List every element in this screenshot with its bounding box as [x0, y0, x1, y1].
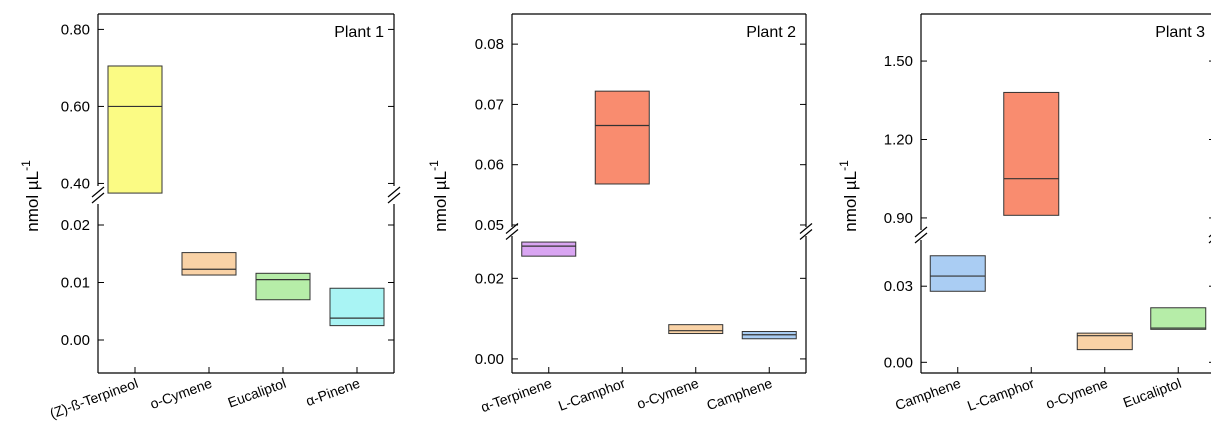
plot-panel-1: 0.40 0.60 0.80 0.00 0.01 0.02 nmol µL-1 Plant 1… — [19, 13, 401, 422]
box-3 — [668, 324, 724, 335]
y-axis-label: nmol µL-1 — [427, 160, 450, 232]
y-tick-label-upper: 0.40 — [61, 175, 90, 192]
axis-break-mark — [387, 186, 401, 198]
x-tick-label: Eucaliptol — [1121, 375, 1184, 411]
y-axis-label: nmol µL-1 — [19, 160, 42, 232]
axis-break-mark — [387, 192, 401, 204]
x-tick-label: Camphene — [704, 375, 774, 414]
y-tick-label-upper: 0.07 — [475, 96, 504, 113]
panel-title: Plant 2 — [746, 24, 796, 41]
x-tick-label: Camphene — [893, 375, 963, 414]
y-tick-label-upper: 0.90 — [884, 210, 913, 227]
axis-break-mark — [799, 223, 813, 234]
x-tick-label: o-Cymene — [148, 375, 214, 412]
box-4 — [329, 287, 385, 327]
y-tick-label-lower: 0.02 — [475, 270, 504, 287]
x-tick-label: L-Camphor — [556, 375, 628, 414]
y-tick-label-lower: 0.00 — [61, 332, 90, 349]
y-tick-label-lower: 0.03 — [884, 278, 913, 295]
y-tick-label-upper: 1.50 — [884, 53, 913, 70]
axis-break-mark — [914, 232, 928, 244]
box-3 — [255, 272, 311, 301]
y-tick-label-upper: 0.05 — [475, 217, 504, 234]
axis-break-mark — [799, 229, 813, 240]
y-tick-label-upper: 0.08 — [475, 36, 504, 53]
y-tick-label-lower: 0.02 — [61, 217, 90, 234]
box-1 — [521, 241, 577, 257]
box-3 — [1076, 332, 1133, 351]
x-tick-label: Eucaliptol — [226, 375, 289, 411]
x-tick-label: o-Cymene — [635, 375, 701, 412]
box-1 — [929, 255, 986, 292]
y-tick-label-lower: 0.01 — [61, 275, 90, 292]
x-tick-label: α-Terpinene — [479, 375, 554, 416]
y-tick-label-upper: 0.60 — [61, 98, 90, 115]
y-tick-label-upper: 0.06 — [475, 157, 504, 174]
x-tick-label: L-Camphor — [965, 375, 1037, 414]
plot-panel-2: 0.05 0.06 0.07 0.08 0.00 0.02 nmol µL-1 Plant 2… — [427, 13, 813, 416]
plot-panel-3: 0.90 1.20 1.50 0.00 0.03 nmol µL-1 Plant 3 Camp… — [837, 13, 1211, 414]
box-2 — [1003, 91, 1060, 216]
x-tick-label: (Z)-ß-Terpineol — [48, 375, 140, 422]
axis-break-mark — [505, 229, 519, 240]
x-tick-label: o-Cymene — [1044, 375, 1110, 412]
y-tick-label-lower: 0.00 — [475, 351, 504, 368]
panel-title: Plant 1 — [334, 24, 384, 41]
box-4 — [1150, 307, 1207, 330]
y-tick-label-upper: 1.20 — [884, 131, 913, 148]
axis-break-mark — [91, 192, 105, 204]
axis-break-mark — [91, 186, 105, 198]
box-2 — [181, 252, 237, 276]
axis-break-mark — [914, 226, 928, 238]
panel-title: Plant 3 — [1155, 24, 1205, 41]
y-axis-label: nmol µL-1 — [837, 160, 860, 232]
x-tick-label: α-Pinene — [304, 375, 363, 409]
y-tick-label-upper: 0.80 — [61, 21, 90, 38]
y-tick-label-lower: 0.00 — [884, 354, 913, 371]
box-1 — [107, 65, 163, 194]
box-2 — [594, 90, 650, 185]
